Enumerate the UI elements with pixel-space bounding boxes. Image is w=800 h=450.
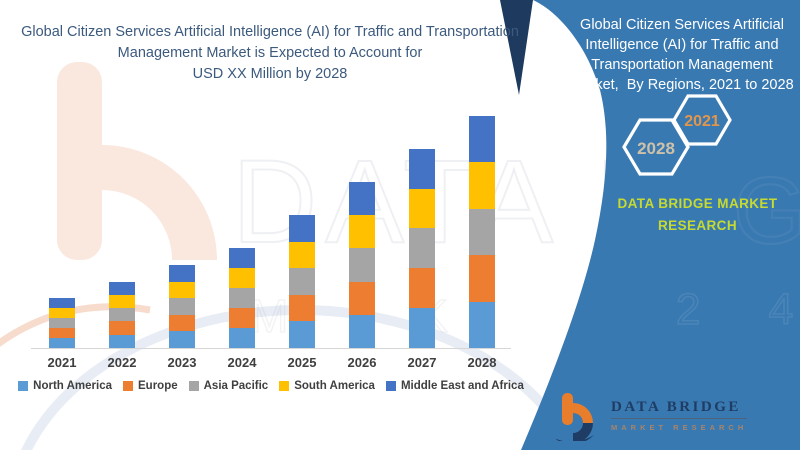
- bar-segment-south-america: [169, 281, 195, 299]
- bar-segment-asia-pacific: [109, 308, 135, 322]
- panel-title: Global Citizen Services Artificial Intel…: [568, 15, 796, 95]
- x-axis-label: 2026: [347, 355, 377, 370]
- x-axis-line: [31, 348, 511, 349]
- bar-segment-south-america: [49, 308, 75, 319]
- bar-segment-south-america: [229, 268, 255, 289]
- panel-title-line-3: Transportation Management: [591, 57, 773, 73]
- panel-title-line-4: Market, By Regions, 2021 to 2028: [570, 77, 794, 93]
- bar-segment-north-america: [289, 321, 315, 348]
- chart-title: Global Citizen Services Artificial Intel…: [9, 22, 531, 85]
- bar-segment-europe: [109, 321, 135, 335]
- bar-segment-north-america: [469, 301, 495, 348]
- legend-label: Asia Pacific: [203, 380, 269, 392]
- bar-segment-south-america: [409, 188, 435, 229]
- hexagon-2028: 2028: [622, 118, 690, 176]
- bar-segment-south-america: [289, 241, 315, 269]
- watermark-panel-letters-2: 2 4: [676, 285, 800, 334]
- x-axis-label: 2024: [227, 355, 257, 370]
- company-logo: DATA BRIDGE MARKET RESEARCH: [556, 391, 748, 441]
- legend-item: Europe: [123, 380, 178, 392]
- legend-label: Middle East and Africa: [400, 380, 524, 392]
- chart-title-line-1: Global Citizen Services Artificial Intel…: [21, 24, 519, 40]
- legend-label: South America: [294, 380, 375, 392]
- bar-segment-south-america: [469, 162, 495, 209]
- hexagon-2021: 2021: [672, 94, 732, 146]
- bar-segment-europe: [349, 281, 375, 315]
- chart-legend: North America Europe Asia Pacific South Ame…: [18, 380, 524, 392]
- bar-segment-europe: [289, 294, 315, 322]
- bar-segment-middle-east-and-africa: [49, 298, 75, 309]
- bar-segment-middle-east-and-africa: [229, 248, 255, 269]
- panel-title-line-2: Intelligence (AI) for Traffic and: [585, 37, 779, 53]
- bar-segment-north-america: [109, 334, 135, 348]
- bar-segment-middle-east-and-africa: [169, 265, 195, 282]
- legend-label: North America: [33, 380, 112, 392]
- bar-segment-north-america: [169, 331, 195, 348]
- company-logo-subtitle: MARKET RESEARCH: [611, 423, 748, 432]
- bar-segment-north-america: [409, 308, 435, 348]
- legend-swatch-icon: [385, 381, 396, 391]
- x-axis-label: 2028: [467, 355, 497, 370]
- watermark-panel-letters: GE: [733, 158, 800, 264]
- bar-segment-middle-east-and-africa: [349, 182, 375, 216]
- bar-segment-north-america: [349, 314, 375, 348]
- panel-title-line-1: Global Citizen Services Artificial: [580, 17, 784, 33]
- bar-segment-asia-pacific: [349, 248, 375, 282]
- bar-segment-middle-east-and-africa: [289, 215, 315, 242]
- legend-item: Middle East and Africa: [385, 380, 524, 392]
- bar-segment-europe: [469, 255, 495, 302]
- bar-segment-europe: [229, 308, 255, 329]
- bar-segment-middle-east-and-africa: [469, 115, 495, 163]
- x-axis-label: 2025: [287, 355, 317, 370]
- bar-segment-asia-pacific: [49, 318, 75, 329]
- bar-segment-europe: [409, 268, 435, 309]
- bar-segment-europe: [169, 314, 195, 332]
- legend-swatch-icon: [18, 381, 29, 391]
- chart-title-line-2: Management Market is Expected to Account…: [117, 45, 423, 61]
- bar-segment-europe: [49, 328, 75, 339]
- x-axis-label: 2021: [47, 355, 77, 370]
- bar-segment-asia-pacific: [169, 298, 195, 315]
- company-logo-name: DATA BRIDGE: [611, 399, 748, 419]
- x-axis-label: 2027: [407, 355, 437, 370]
- legend-swatch-icon: [123, 381, 133, 391]
- legend-item: North America: [18, 380, 112, 392]
- hexagon-2021-label: 2021: [684, 113, 720, 130]
- bar-segment-asia-pacific: [409, 228, 435, 269]
- brand-name-text: DATA BRIDGE MARKET RESEARCH: [590, 193, 800, 237]
- legend-swatch-icon: [188, 381, 199, 391]
- brand-name-line-1: DATA BRIDGE MARKET: [617, 196, 778, 211]
- company-logo-icon: [556, 393, 594, 441]
- chart-title-line-3: USD XX Million by 2028: [192, 66, 348, 82]
- bar-segment-north-america: [229, 328, 255, 348]
- navy-wedge: [500, 0, 533, 95]
- legend-swatch-icon: [279, 381, 290, 391]
- hexagon-2028-label: 2028: [637, 139, 675, 158]
- bar-segment-south-america: [349, 215, 375, 249]
- bar-segment-north-america: [49, 338, 75, 348]
- bar-segment-asia-pacific: [229, 288, 255, 309]
- bar-segment-asia-pacific: [469, 208, 495, 256]
- bar-segment-south-america: [109, 294, 135, 309]
- x-axis-label: 2023: [167, 355, 197, 370]
- legend-item: Asia Pacific: [188, 380, 269, 392]
- x-axis-label: 2022: [107, 355, 137, 370]
- blue-panel: [521, 0, 800, 450]
- bar-segment-middle-east-and-africa: [109, 281, 135, 295]
- legend-label: Europe: [138, 380, 178, 392]
- legend-item: South America: [279, 380, 375, 392]
- bar-segment-middle-east-and-africa: [409, 148, 435, 189]
- bar-segment-asia-pacific: [289, 268, 315, 295]
- brand-name-line-2: RESEARCH: [658, 218, 737, 233]
